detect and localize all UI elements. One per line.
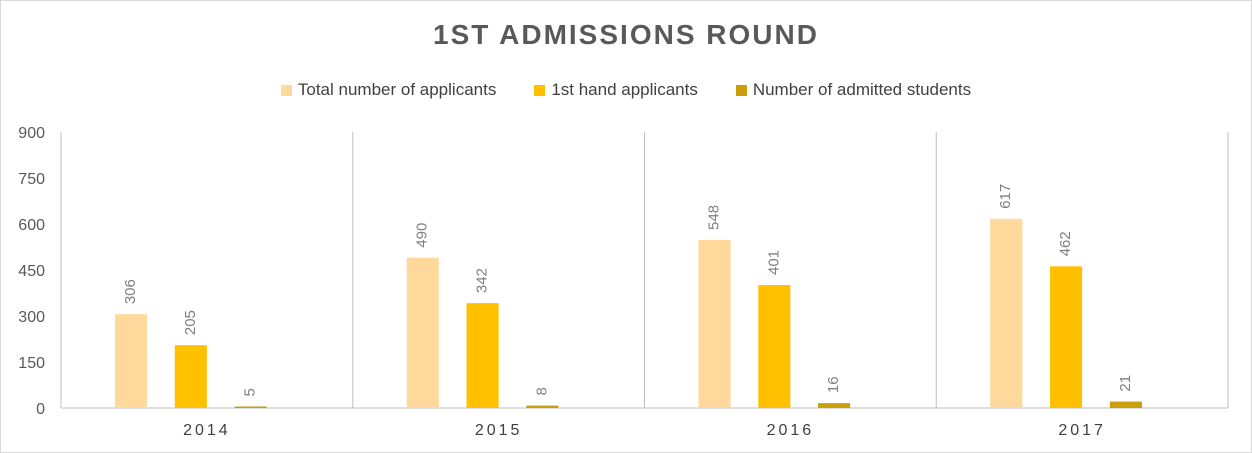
- bar: [174, 345, 207, 408]
- data-label: 617: [997, 184, 1014, 209]
- legend-swatch-admitted: [735, 84, 747, 96]
- chart-legend: Total number of applicants 1st hand appl…: [1, 80, 1251, 100]
- bar: [1109, 401, 1142, 408]
- x-tick-label: 2014: [183, 422, 231, 439]
- chart-title: 1ST ADMISSIONS ROUND: [433, 19, 819, 50]
- y-tick-label: 900: [18, 125, 45, 142]
- legend-swatch-first-hand: [534, 84, 546, 96]
- x-tick-label: 2017: [1058, 422, 1106, 439]
- y-tick-label: 600: [18, 217, 45, 234]
- legend-label-admitted: Number of admitted students: [752, 80, 972, 99]
- legend-swatch-total: [280, 84, 292, 96]
- legend-item-admitted: Number of admitted students: [735, 80, 972, 100]
- data-label: 306: [122, 279, 139, 304]
- x-tick-label: 2016: [767, 422, 815, 439]
- bar: [526, 405, 559, 408]
- bar: [114, 314, 148, 408]
- bar: [990, 218, 1023, 408]
- bar: [1050, 266, 1083, 408]
- data-label: 462: [1057, 231, 1074, 256]
- y-tick-label: 150: [18, 355, 45, 372]
- data-label: 342: [474, 268, 491, 293]
- legend-label-first-hand: 1st hand applicants: [551, 80, 698, 99]
- x-tick-label: 2015: [475, 422, 523, 439]
- data-label: 5: [242, 388, 259, 396]
- bar: [406, 257, 439, 408]
- bar: [698, 239, 731, 408]
- bar: [758, 285, 791, 408]
- data-label: 490: [414, 223, 431, 248]
- y-tick-label: 450: [18, 263, 45, 280]
- legend-label-total: Total number of applicants: [297, 80, 497, 99]
- data-label: 205: [182, 310, 199, 335]
- data-label: 21: [1117, 375, 1134, 392]
- legend-item-first-hand: 1st hand applicants: [534, 80, 698, 100]
- bar: [234, 406, 267, 408]
- y-tick-label: 0: [36, 401, 45, 418]
- data-label: 16: [825, 376, 842, 393]
- data-label: 401: [765, 250, 782, 275]
- legend-item-total: Total number of applicants: [280, 80, 497, 100]
- y-tick-label: 750: [18, 171, 45, 188]
- bar: [466, 303, 499, 408]
- data-label: 548: [705, 205, 722, 230]
- y-tick-label: 300: [18, 309, 45, 326]
- bar: [818, 403, 851, 408]
- data-label: 8: [533, 387, 550, 395]
